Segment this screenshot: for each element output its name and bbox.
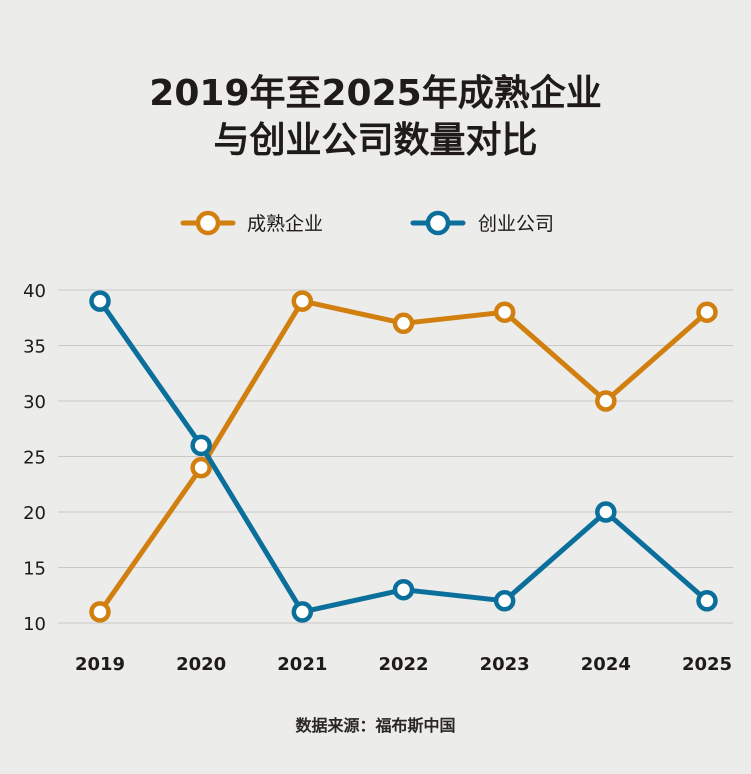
x-tick-label: 2019: [75, 654, 125, 675]
data-point: [493, 590, 516, 612]
y-tick-label: 15: [23, 559, 46, 580]
data-point: [392, 312, 415, 335]
legend-item: 创业公司: [410, 210, 554, 236]
y-tick-label: 20: [23, 503, 46, 524]
legend-marker-icon: [425, 210, 451, 236]
data-point: [696, 301, 718, 323]
x-tick-label: 2023: [480, 654, 530, 675]
y-tick-label: 30: [23, 392, 46, 413]
data-point: [696, 590, 718, 612]
source-note: 数据来源：福布斯中国: [295, 716, 456, 735]
legend: 成熟企业 创业公司: [180, 210, 554, 236]
data-point: [493, 301, 516, 323]
data-point: [392, 578, 415, 601]
y-axis-ticks: 10 15 20 25 30 35 40: [23, 281, 46, 635]
data-point: [595, 390, 617, 412]
y-tick-label: 10: [23, 614, 46, 635]
x-axis-ticks: 2019 2020 2021 2022 2023 2024 2025: [75, 654, 732, 675]
legend-item: 成熟企业: [180, 210, 323, 236]
series-group: [89, 290, 718, 623]
data-point: [89, 290, 111, 312]
chart-title-line-2: 与创业公司数量对比: [213, 120, 538, 161]
data-point: [190, 434, 212, 457]
series-startup: [89, 290, 718, 623]
x-tick-label: 2024: [581, 654, 631, 675]
data-point: [595, 501, 617, 523]
data-point: [190, 456, 212, 479]
data-point: [89, 601, 111, 623]
data-point: [291, 290, 314, 312]
chart-title: 2019年至2025年成熟企业 与创业公司数量对比: [0, 70, 751, 164]
x-tick-label: 2020: [176, 654, 226, 675]
legend-marker-icon: [195, 210, 221, 236]
y-tick-label: 35: [23, 337, 46, 358]
series-mature: [89, 290, 718, 623]
legend-label: 成熟企业: [247, 213, 323, 235]
x-tick-label: 2022: [378, 654, 428, 675]
data-point: [291, 601, 314, 623]
x-tick-label: 2025: [682, 654, 732, 675]
x-tick-label: 2021: [277, 654, 327, 675]
y-tick-label: 25: [23, 448, 46, 469]
y-tick-label: 40: [23, 281, 46, 302]
grid-lines: [58, 289, 733, 624]
legend-label: 创业公司: [478, 213, 554, 235]
chart-title-line-1: 2019年至2025年成熟企业: [149, 73, 602, 114]
